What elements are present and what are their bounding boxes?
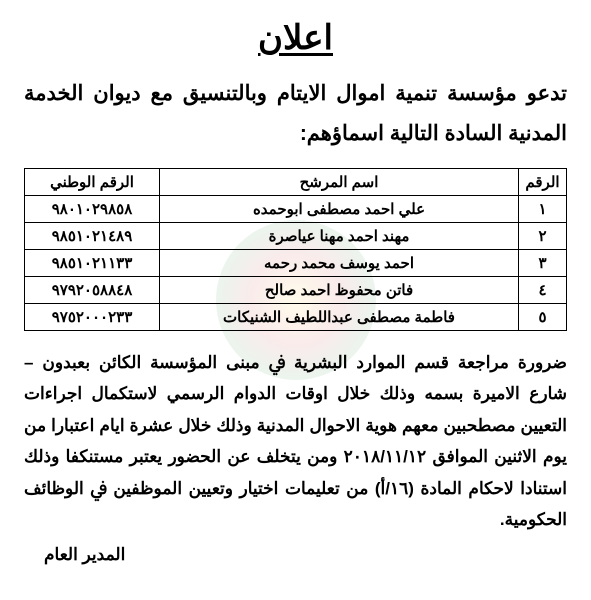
cell-id: ٩٨٠١٠٢٩٨٥٨: [25, 195, 160, 222]
cell-num: ١: [519, 195, 567, 222]
cell-num: ٢: [519, 222, 567, 249]
cell-name: فاطمة مصطفى عبداللطيف الشنيكات: [160, 303, 519, 330]
table-row: ٣ احمد يوسف محمد رحمه ٩٨٥١٠٢١١٣٣: [25, 249, 567, 276]
candidates-table: الرقم اسم المرشح الرقم الوطني ١ علي احمد…: [24, 168, 567, 331]
table-row: ٥ فاطمة مصطفى عبداللطيف الشنيكات ٩٧٥٢٠٠٠…: [25, 303, 567, 330]
cell-id: ٩٧٩٢٠٥٨٨٤٨: [25, 276, 160, 303]
cell-name: علي احمد مصطفى ابوحمده: [160, 195, 519, 222]
col-header-name: اسم المرشح: [160, 168, 519, 195]
announcement-title: اعلان: [24, 18, 567, 58]
cell-num: ٣: [519, 249, 567, 276]
intro-paragraph: تدعو مؤسسة تنمية اموال الايتام وبالتنسيق…: [24, 74, 567, 154]
table-header-row: الرقم اسم المرشح الرقم الوطني: [25, 168, 567, 195]
table-row: ٤ فاتن محفوظ احمد صاﻟﺢ ٩٧٩٢٠٥٨٨٤٨: [25, 276, 567, 303]
cell-num: ٥: [519, 303, 567, 330]
cell-name: فاتن محفوظ احمد صاﻟﺢ: [160, 276, 519, 303]
col-header-number: الرقم: [519, 168, 567, 195]
cell-id: ٩٨٥١٠٢١١٣٣: [25, 249, 160, 276]
document-content: اعلان تدعو مؤسسة تنمية اموال الايتام وبا…: [24, 18, 567, 565]
cell-num: ٤: [519, 276, 567, 303]
table-row: ١ علي احمد مصطفى ابوحمده ٩٨٠١٠٢٩٨٥٨: [25, 195, 567, 222]
col-header-id: الرقم الوطني: [25, 168, 160, 195]
body-paragraph: ضرورة مراجعة قسم الموارد البشرية ﰲ مبنى …: [24, 347, 567, 536]
cell-id: ٩٨٥١٠٢١٤٨٩: [25, 222, 160, 249]
cell-id: ٩٧٥٢٠٠٠٢٣٣: [25, 303, 160, 330]
table-row: ٢ مهند احمد مهنا عياصرة ٩٨٥١٠٢١٤٨٩: [25, 222, 567, 249]
cell-name: احمد يوسف محمد رحمه: [160, 249, 519, 276]
signature-line: المدير العام: [24, 545, 567, 565]
cell-name: مهند احمد مهنا عياصرة: [160, 222, 519, 249]
